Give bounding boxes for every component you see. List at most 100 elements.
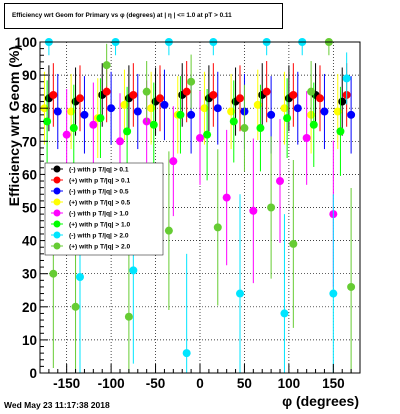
y-tick-label: 0	[29, 366, 37, 381]
legend-label: (+) with p T/|q| > 2.0	[69, 244, 131, 251]
y-tick-label: 10	[22, 333, 37, 348]
legend-marker	[53, 198, 61, 206]
data-point	[187, 77, 196, 86]
legend: (-) with p T/|q| > 0.1 (+) with p T/|q| >…	[44, 162, 164, 256]
x-tick-label: 50	[237, 376, 252, 391]
data-point	[236, 289, 244, 298]
y-tick-label: 100	[14, 35, 37, 50]
data-point	[124, 312, 133, 321]
data-point	[169, 157, 178, 166]
data-point	[80, 110, 89, 119]
x-tick-label: 100	[278, 376, 301, 391]
legend-marker	[53, 176, 61, 184]
data-point	[267, 203, 276, 212]
data-point	[213, 104, 222, 113]
y-tick-label: 20	[22, 300, 37, 315]
legend-marker	[53, 220, 61, 228]
chart-title-box: Efficiency wrt Geom for Primary vs φ (de…	[4, 3, 283, 29]
data-point	[129, 90, 138, 99]
legend-marker	[53, 187, 61, 195]
data-point	[71, 302, 80, 311]
x-tick-label: -100	[98, 376, 125, 391]
data-point	[76, 273, 84, 282]
data-point	[187, 110, 196, 119]
data-points-layer	[40, 38, 356, 373]
data-point	[240, 124, 249, 133]
x-tick-label: 0	[196, 376, 204, 391]
y-axis-title: Efficiency wrt Geom (%)	[6, 46, 22, 206]
data-point	[276, 177, 284, 186]
data-point	[338, 97, 347, 106]
data-point	[289, 239, 298, 248]
data-point	[293, 104, 302, 113]
y-tick-label: 90	[22, 68, 37, 83]
data-point	[102, 61, 111, 70]
data-point	[280, 309, 289, 318]
data-point	[120, 100, 129, 109]
data-point	[256, 124, 265, 133]
legend-marker	[53, 165, 61, 173]
data-point	[133, 107, 142, 116]
legend-label: (+) with p T/|q| > 0.5	[69, 200, 131, 207]
legend-label: (+) with p T/|q| > 0.1	[69, 178, 131, 185]
data-point	[176, 110, 185, 119]
data-point	[200, 104, 209, 113]
chart-title: Efficiency wrt Geom for Primary vs φ (de…	[12, 12, 232, 19]
data-point	[107, 104, 116, 113]
x-tick-label: -50	[146, 376, 166, 391]
data-point	[164, 226, 173, 235]
x-axis-title: φ (degrees)	[282, 393, 359, 409]
data-point	[129, 266, 138, 275]
y-tick-label: 30	[22, 267, 37, 282]
data-point	[62, 130, 71, 139]
legend-marker	[53, 209, 61, 217]
data-point	[249, 206, 258, 215]
data-point	[156, 94, 164, 103]
data-point	[142, 87, 151, 96]
data-point	[262, 87, 271, 96]
data-point	[149, 120, 158, 129]
data-point	[347, 282, 356, 291]
x-tick-label: 150	[322, 376, 345, 391]
data-point	[182, 87, 191, 96]
data-point	[333, 107, 342, 116]
data-point	[227, 107, 236, 116]
data-point	[53, 107, 62, 116]
data-point	[49, 269, 58, 278]
data-point	[289, 90, 298, 99]
data-point	[49, 90, 58, 99]
legend-label: (-) with p T/|q| > 0.1	[69, 167, 129, 174]
data-point	[316, 94, 324, 103]
data-point	[123, 127, 132, 136]
data-point	[203, 130, 212, 139]
data-point	[309, 120, 318, 129]
legend-marker	[53, 242, 61, 250]
data-point	[302, 133, 311, 142]
data-point	[76, 94, 84, 103]
data-point	[96, 114, 105, 123]
data-point	[67, 107, 76, 116]
timestamp-footer: Wed May 23 11:17:38 2018	[4, 400, 110, 410]
data-point	[102, 87, 111, 96]
data-point	[229, 117, 238, 126]
data-point	[329, 289, 338, 298]
y-tick-label: 50	[22, 201, 37, 216]
data-point	[160, 100, 169, 109]
data-point	[182, 349, 191, 358]
data-point	[320, 107, 329, 116]
data-point	[43, 117, 52, 126]
data-point	[69, 124, 78, 133]
y-tick-label: 80	[22, 101, 37, 116]
data-point	[280, 104, 289, 113]
y-tick-label: 40	[22, 234, 37, 249]
data-point	[89, 120, 98, 129]
data-point	[336, 127, 345, 136]
data-point	[342, 74, 351, 83]
data-point	[307, 87, 316, 96]
data-point	[209, 90, 218, 99]
legend-marker	[53, 231, 61, 239]
data-point	[213, 223, 222, 232]
data-point	[116, 137, 124, 146]
data-point	[236, 94, 244, 103]
